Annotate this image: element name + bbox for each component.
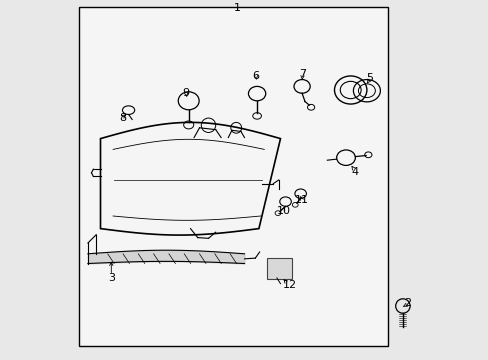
Text: 5: 5 <box>366 73 372 84</box>
Text: 6: 6 <box>252 71 259 81</box>
Text: 9: 9 <box>182 88 189 98</box>
Text: 7: 7 <box>299 69 306 79</box>
Text: 2: 2 <box>403 298 410 308</box>
Text: 1: 1 <box>233 3 240 13</box>
Text: 10: 10 <box>276 206 290 216</box>
Text: 12: 12 <box>282 280 296 290</box>
FancyBboxPatch shape <box>266 258 292 279</box>
Text: 3: 3 <box>107 273 115 283</box>
Text: 4: 4 <box>351 167 358 177</box>
Text: 8: 8 <box>119 113 126 123</box>
Text: 11: 11 <box>294 195 308 205</box>
FancyBboxPatch shape <box>79 7 387 346</box>
